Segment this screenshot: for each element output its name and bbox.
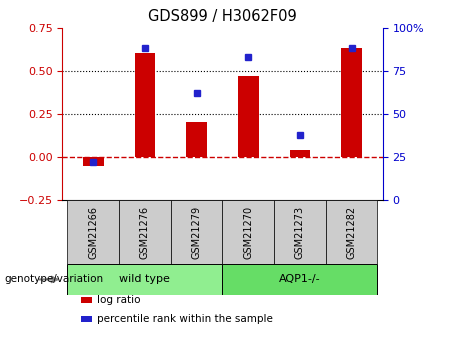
Bar — [171, 200, 223, 264]
Bar — [290, 150, 310, 157]
Bar — [135, 53, 155, 157]
Text: GSM21279: GSM21279 — [192, 206, 201, 258]
Text: GSM21282: GSM21282 — [347, 206, 357, 258]
Text: GSM21270: GSM21270 — [243, 206, 253, 258]
Bar — [67, 200, 119, 264]
Bar — [83, 157, 104, 166]
Text: AQP1-/-: AQP1-/- — [279, 275, 321, 284]
Text: GSM21276: GSM21276 — [140, 206, 150, 258]
Bar — [186, 122, 207, 157]
Text: genotype/variation: genotype/variation — [5, 275, 104, 284]
Text: wild type: wild type — [119, 275, 171, 284]
Bar — [223, 200, 274, 264]
Text: log ratio: log ratio — [97, 295, 140, 305]
Bar — [67, 264, 223, 295]
Bar — [274, 200, 326, 264]
Bar — [223, 264, 378, 295]
Bar — [119, 200, 171, 264]
Text: GSM21273: GSM21273 — [295, 206, 305, 258]
Bar — [341, 48, 362, 157]
Bar — [326, 200, 378, 264]
Text: percentile rank within the sample: percentile rank within the sample — [97, 314, 273, 324]
Bar — [238, 76, 259, 157]
Title: GDS899 / H3062F09: GDS899 / H3062F09 — [148, 9, 297, 24]
Text: GSM21266: GSM21266 — [88, 206, 98, 258]
